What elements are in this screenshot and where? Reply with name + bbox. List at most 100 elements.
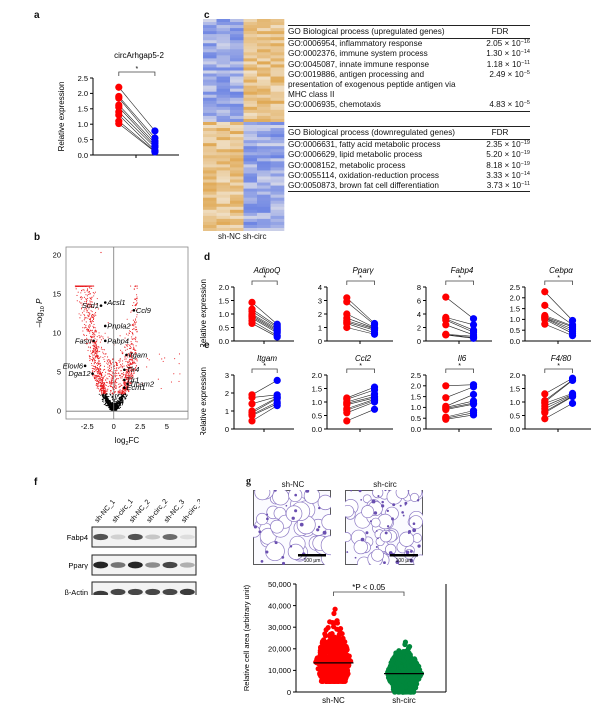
heatmap-cell bbox=[270, 109, 285, 114]
labeled-gene-point bbox=[123, 368, 126, 372]
heatmap-cell bbox=[203, 194, 217, 198]
data-point-sh-NC bbox=[325, 625, 331, 631]
point-significant bbox=[97, 308, 99, 310]
data-point-sh-circ bbox=[400, 667, 407, 673]
point-significant bbox=[111, 383, 113, 385]
point-significant bbox=[104, 392, 106, 394]
y-tick-label: 2.0 bbox=[510, 294, 520, 303]
point-nonsignificant bbox=[115, 405, 117, 407]
nucleus bbox=[395, 560, 400, 565]
data-point-sh-nc bbox=[541, 301, 549, 309]
point-significant bbox=[85, 298, 87, 300]
point-significant bbox=[107, 385, 109, 388]
point-significant bbox=[127, 389, 129, 391]
pair-line bbox=[346, 399, 375, 410]
point-significant bbox=[135, 326, 137, 328]
point-significant bbox=[100, 339, 102, 341]
nucleus bbox=[392, 503, 396, 507]
point-significant bbox=[117, 391, 119, 393]
point-significant bbox=[95, 348, 97, 350]
data-point-sh-circ bbox=[370, 330, 379, 338]
point-nonsignificant bbox=[106, 393, 108, 395]
point-significant bbox=[126, 371, 128, 373]
pair-line bbox=[251, 313, 278, 330]
point-significant bbox=[114, 372, 117, 374]
point-significant bbox=[87, 291, 89, 293]
heatmap-cell bbox=[257, 167, 271, 171]
heatmap-cell bbox=[203, 79, 217, 83]
adipocyte bbox=[413, 554, 423, 565]
point-nonsignificant bbox=[107, 395, 109, 398]
y-tick-label: 5 bbox=[57, 368, 61, 377]
point-significant bbox=[96, 376, 98, 378]
data-point-sh-circ bbox=[273, 333, 281, 341]
heatmap-cell bbox=[216, 97, 231, 102]
point-significant bbox=[130, 363, 132, 365]
heatmap bbox=[203, 19, 285, 231]
data-point-sh-nc bbox=[442, 382, 450, 390]
heatmap-cell bbox=[203, 167, 217, 171]
point-nonsignificant bbox=[117, 402, 119, 404]
point-significant bbox=[133, 322, 136, 324]
point-significant bbox=[146, 366, 148, 368]
data-point-sh-NC bbox=[335, 634, 341, 640]
point-significant bbox=[77, 291, 79, 293]
pair-line bbox=[445, 384, 474, 387]
point-significant bbox=[107, 378, 109, 380]
nucleus bbox=[384, 531, 388, 535]
point-significant bbox=[132, 368, 134, 370]
point-significant bbox=[97, 386, 99, 388]
y-tick-label: 1 bbox=[318, 323, 322, 332]
heatmap-cell bbox=[230, 40, 244, 44]
heatmap-cell bbox=[230, 179, 244, 183]
point-significant bbox=[115, 368, 117, 370]
point-significant bbox=[83, 333, 85, 335]
point-significant bbox=[98, 363, 100, 366]
point-significant bbox=[125, 373, 127, 375]
heatmap-cell bbox=[216, 167, 231, 171]
heatmap-cell bbox=[203, 73, 217, 77]
heatmap-cell bbox=[270, 206, 285, 211]
heatmap-cell bbox=[230, 94, 244, 99]
heatmap-cell bbox=[243, 152, 258, 156]
heatmap-cell bbox=[243, 103, 258, 108]
nucleus bbox=[260, 560, 264, 563]
point-significant bbox=[133, 302, 135, 304]
heatmap-cell bbox=[270, 218, 285, 223]
y-tick-label: 2.5 bbox=[78, 74, 88, 83]
point-significant bbox=[131, 352, 133, 354]
heatmap-cell bbox=[243, 221, 258, 226]
y-tick-label: 1.5 bbox=[312, 384, 322, 393]
point-nonsignificant bbox=[101, 395, 104, 397]
heatmap-cell bbox=[243, 106, 258, 111]
heatmap-cell bbox=[230, 22, 244, 26]
heatmap-cell bbox=[203, 100, 217, 105]
point-significant bbox=[89, 321, 91, 323]
point-significant bbox=[114, 373, 116, 375]
gene-label: Tlr1 bbox=[126, 375, 139, 384]
heatmap-cell bbox=[257, 31, 271, 35]
heatmap-cell bbox=[230, 167, 244, 171]
point-significant bbox=[95, 331, 97, 333]
point-significant bbox=[108, 380, 110, 382]
point-significant bbox=[127, 361, 129, 363]
point-nonsignificant bbox=[110, 403, 112, 405]
heatmap-cell bbox=[203, 37, 217, 41]
point-significant bbox=[120, 365, 122, 367]
point-significant bbox=[134, 368, 136, 371]
point-significant bbox=[157, 378, 159, 380]
point-significant bbox=[108, 373, 110, 375]
pair-line bbox=[544, 393, 573, 404]
point-significant bbox=[131, 356, 133, 358]
point-significant bbox=[102, 353, 104, 355]
point-significant bbox=[132, 372, 135, 374]
go-table-row: GO:0006631, fatty acid metabolic process… bbox=[288, 140, 530, 150]
heatmap-cell bbox=[257, 170, 271, 174]
point-nonsignificant bbox=[118, 400, 120, 402]
go-term: GO:0045087, innate immune response bbox=[288, 59, 430, 69]
point-significant bbox=[103, 375, 105, 378]
heatmap-cell bbox=[270, 100, 285, 105]
heatmap-cell bbox=[243, 215, 258, 220]
point-significant bbox=[110, 381, 112, 383]
point-nonsignificant bbox=[119, 393, 121, 395]
